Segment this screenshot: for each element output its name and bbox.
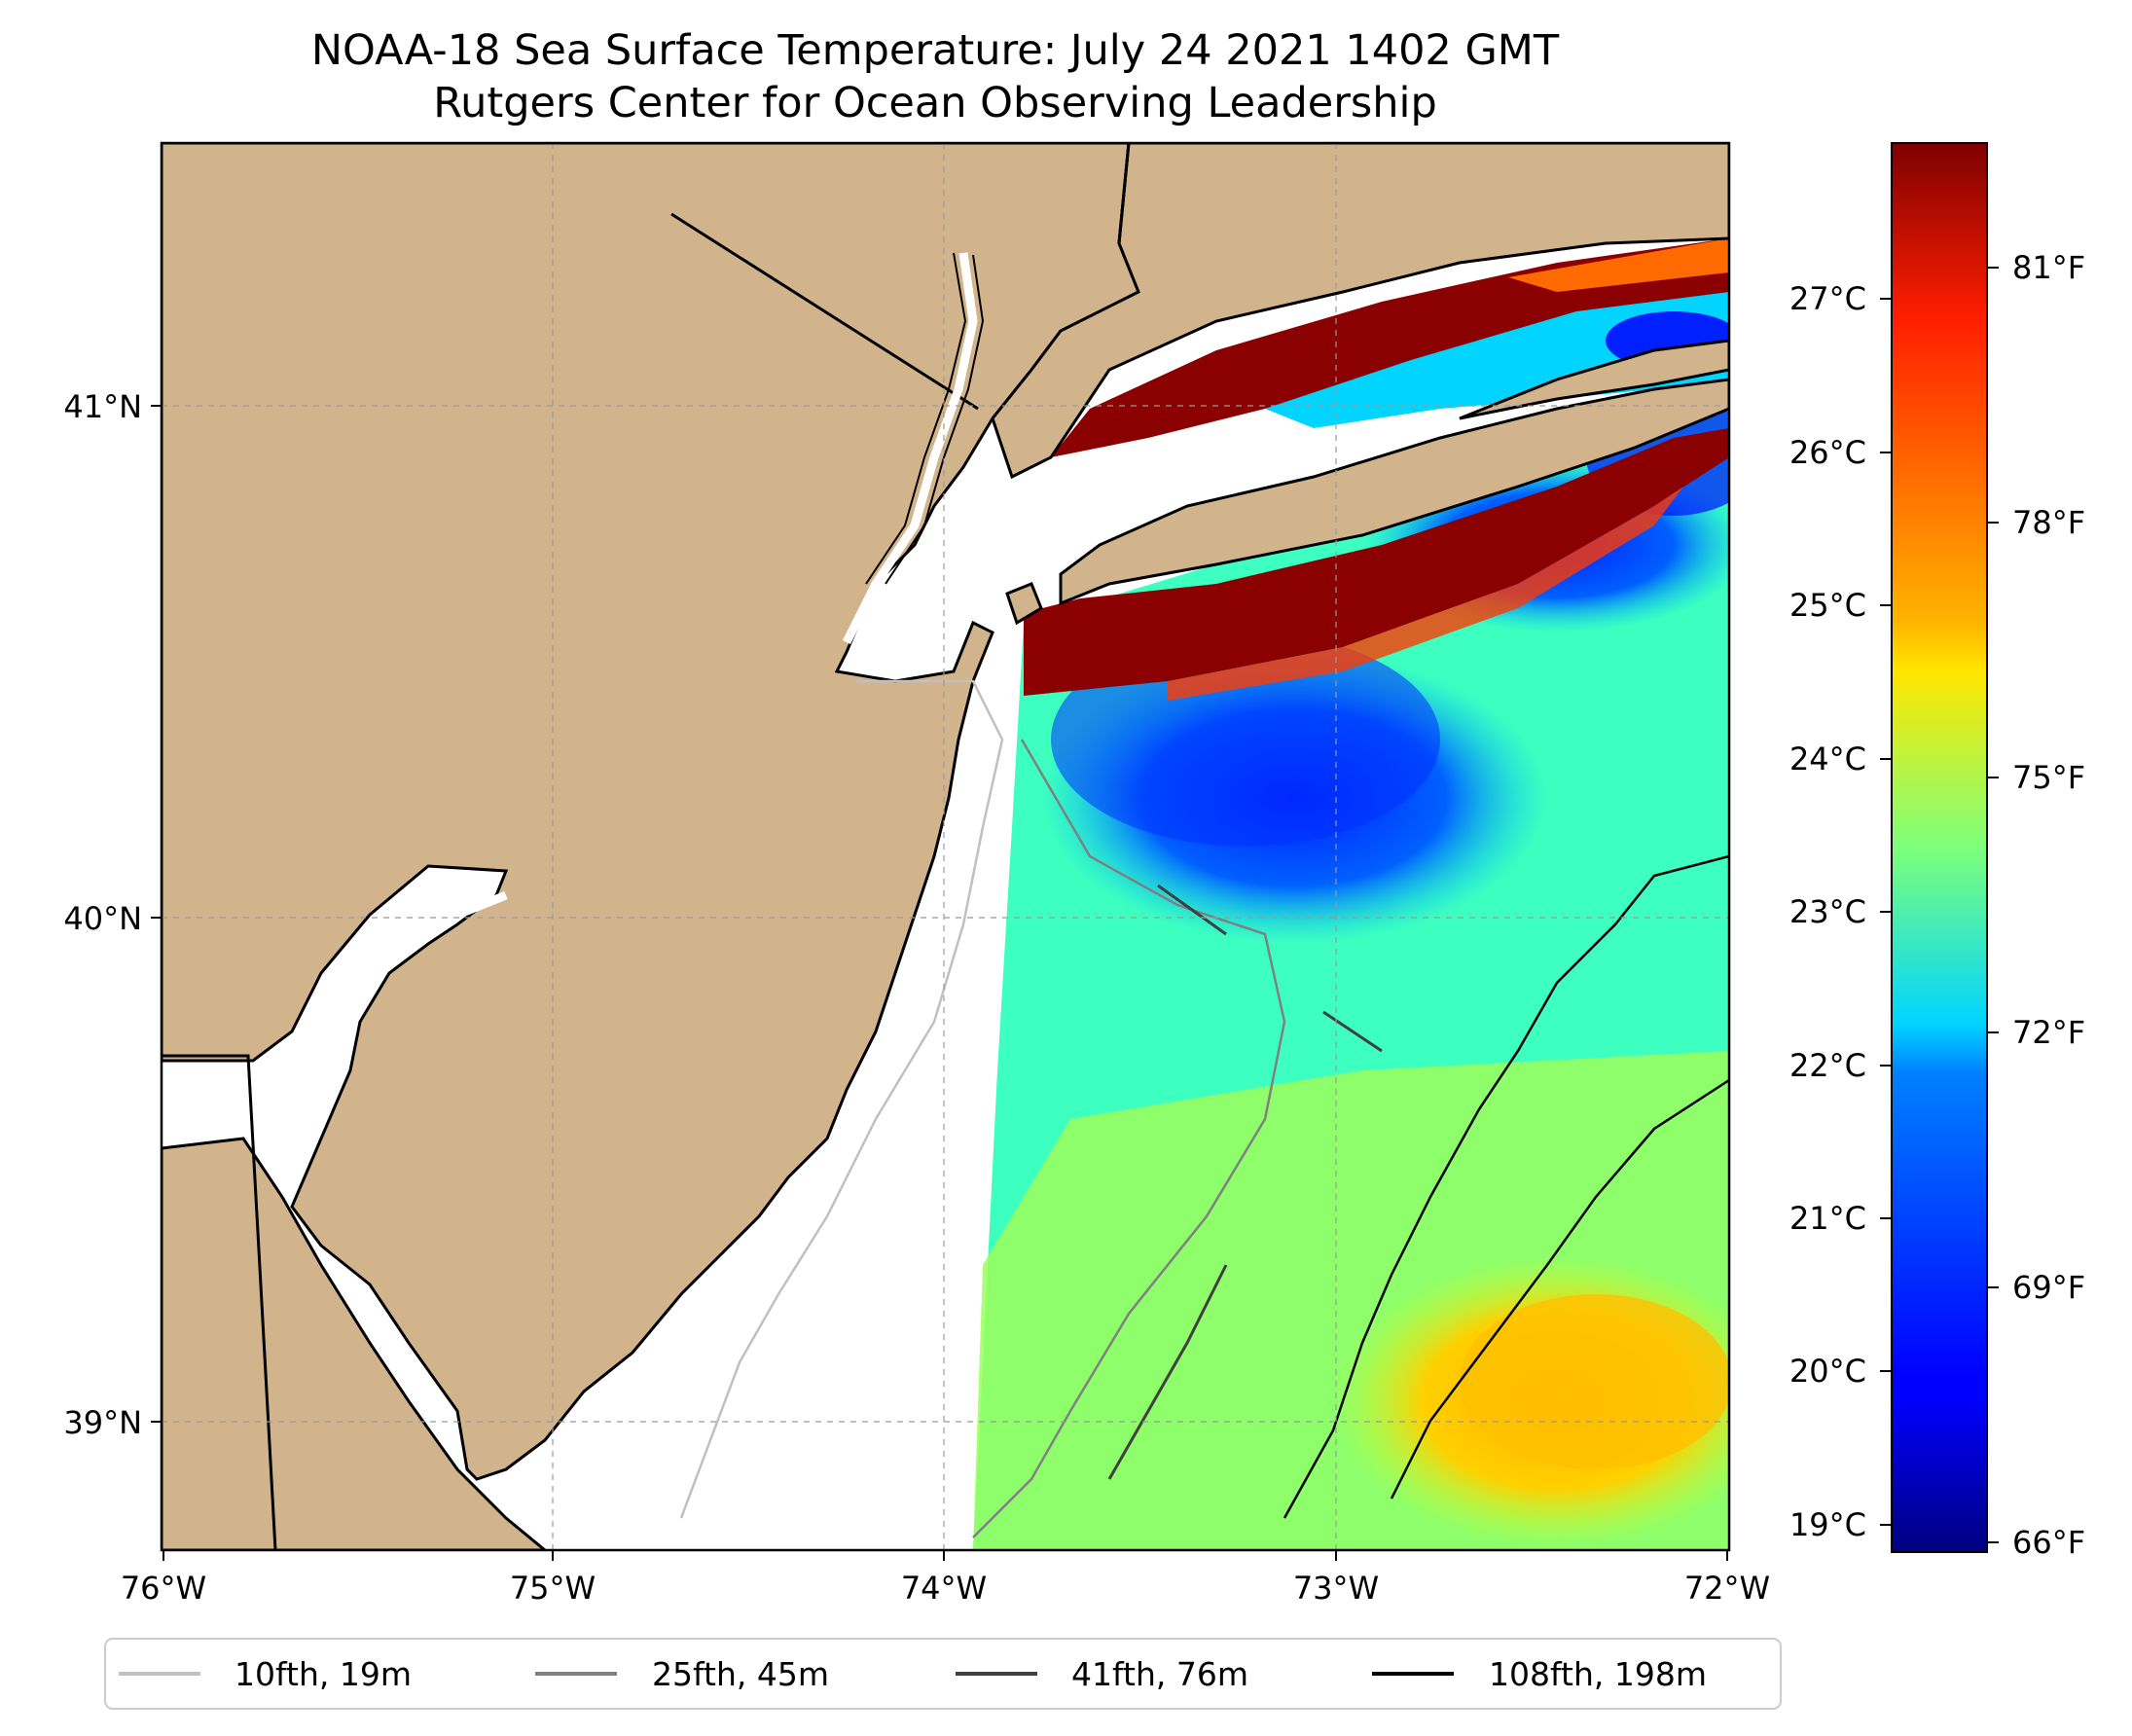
lon-tick-label: 76°W: [121, 1570, 206, 1607]
celsius-tick-label: 20°C: [1789, 1353, 1866, 1390]
state-borders: [162, 143, 1131, 1550]
celsius-tick-label: 27°C: [1789, 280, 1866, 317]
celsius-tick-label: 22°C: [1789, 1047, 1866, 1084]
celsius-tick-label: 23°C: [1789, 893, 1866, 930]
fahrenheit-tick-label: 81°F: [2012, 249, 2085, 286]
contour-legend: 10fth, 19m 25fth, 45m 41fth, 76m 108fth,…: [104, 1638, 1782, 1710]
lon-tick-label: 75°W: [510, 1570, 596, 1607]
celsius-ticks: [1880, 298, 1892, 1526]
sst-field: [973, 238, 1729, 1550]
figure-subtitle: Rutgers Center for Ocean Observing Leade…: [433, 79, 1437, 127]
celsius-tick-label: 21°C: [1789, 1200, 1866, 1237]
fahrenheit-ticks: [1987, 267, 1999, 1543]
legend-label: 108fth, 198m: [1489, 1655, 1707, 1693]
fahrenheit-tick-label: 69°F: [2012, 1269, 2085, 1306]
celsius-tick-label: 25°C: [1789, 587, 1866, 624]
fahrenheit-tick-label: 75°F: [2012, 759, 2085, 796]
legend-label: 25fth, 45m: [652, 1655, 829, 1693]
bathymetry-contours: [679, 679, 1729, 1538]
lon-tick-label: 72°W: [1684, 1570, 1770, 1607]
celsius-tick-label: 24°C: [1789, 741, 1866, 778]
lat-tick-label: 41°N: [63, 388, 142, 425]
celsius-tick-label: 19°C: [1789, 1506, 1866, 1543]
lat-tick-label: 40°N: [63, 900, 142, 937]
fahrenheit-tick-label: 78°F: [2012, 504, 2085, 541]
legend-label: 41fth, 76m: [1071, 1655, 1248, 1693]
lon-tick-label: 74°W: [901, 1570, 987, 1607]
fahrenheit-tick-label: 66°F: [2012, 1524, 2085, 1561]
fahrenheit-tick-label: 72°F: [2012, 1014, 2085, 1051]
celsius-tick-label: 26°C: [1789, 434, 1866, 471]
land: [162, 143, 1729, 1550]
colorbar: [1891, 142, 1988, 1553]
lon-tick-label: 73°W: [1293, 1570, 1379, 1607]
lat-tick-label: 39°N: [63, 1404, 142, 1441]
gridlines: [162, 143, 1729, 1550]
lon-axis: [163, 1550, 1728, 1561]
figure-title: NOAA-18 Sea Surface Temperature: July 24…: [311, 26, 1560, 75]
map-frame: [160, 141, 1731, 1552]
map-panel: [162, 143, 1729, 1550]
rivers: [317, 252, 978, 1034]
lat-axis: [151, 405, 162, 1423]
legend-label: 10fth, 19m: [235, 1655, 412, 1693]
